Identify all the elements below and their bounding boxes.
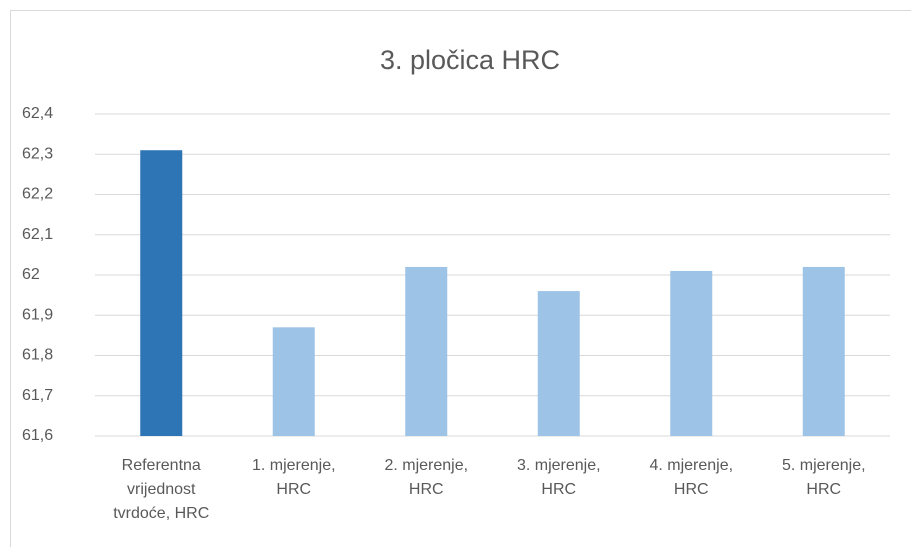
bar	[405, 266, 448, 436]
x-tick-label: 3. mjerenje, HRC	[516, 457, 601, 498]
bar	[537, 291, 580, 436]
y-tick-label: 62	[22, 266, 40, 283]
x-tick-label: 5. mjerenje, HRC	[781, 457, 866, 498]
chart-title: 3. pločica HRC	[380, 45, 560, 75]
x-tick-label: Referentna vrijednost tvrdoće, HRC	[113, 457, 210, 522]
y-tick-label: 61,9	[22, 306, 53, 323]
bar	[140, 150, 183, 436]
bar	[670, 270, 713, 436]
y-tick-label: 61,8	[22, 347, 53, 364]
y-tick-label: 62,1	[22, 226, 53, 243]
bar	[802, 266, 845, 436]
x-tick-label: 2. mjerenje, HRC	[384, 457, 469, 498]
y-tick-label: 61,6	[22, 427, 53, 444]
y-tick-label: 61,7	[22, 387, 53, 404]
x-tick-label: 1. mjerenje, HRC	[251, 457, 336, 498]
y-tick-label: 62,2	[22, 186, 53, 203]
bar	[272, 327, 315, 436]
x-tick-label: 4. mjerenje, HRC	[649, 457, 734, 498]
y-tick-label: 62,3	[22, 145, 53, 162]
y-tick-label: 62,4	[22, 105, 53, 122]
